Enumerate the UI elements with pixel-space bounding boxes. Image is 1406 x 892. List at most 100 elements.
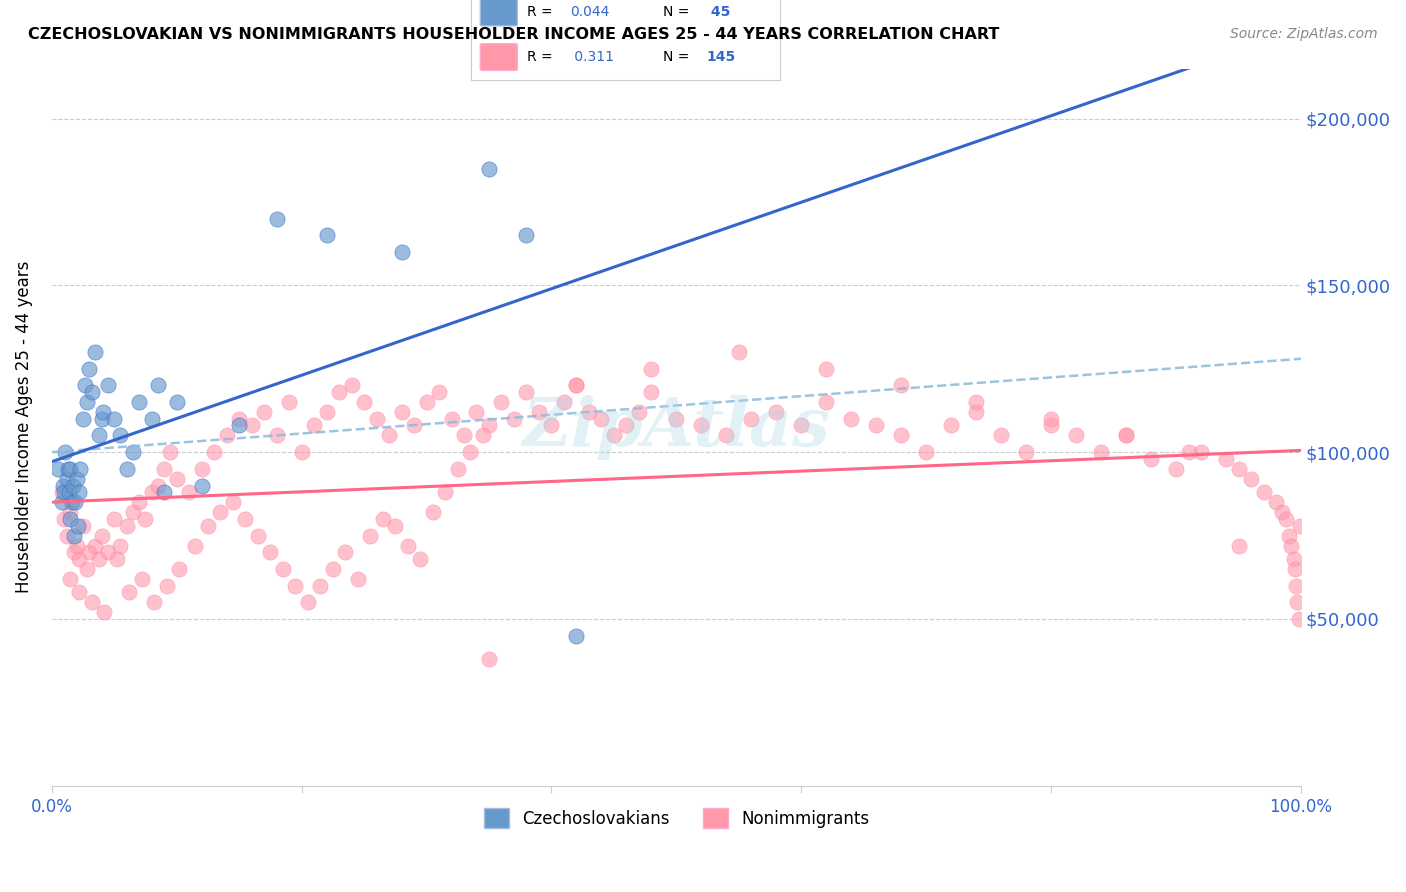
Point — [1275, 512, 1298, 526]
Point — [235, 512, 257, 526]
Point — [159, 445, 181, 459]
Point — [665, 412, 688, 426]
Point — [627, 405, 650, 419]
Point — [1265, 495, 1288, 509]
Point — [167, 562, 190, 576]
Point — [415, 395, 437, 409]
Text: CZECHOSLOVAKIAN VS NONIMMIGRANTS HOUSEHOLDER INCOME AGES 25 - 44 YEARS CORRELATI: CZECHOSLOVAKIAN VS NONIMMIGRANTS HOUSEHO… — [28, 27, 1000, 42]
Point — [63, 528, 86, 542]
Y-axis label: Householder Income Ages 25 - 44 years: Householder Income Ages 25 - 44 years — [15, 261, 32, 593]
Point — [271, 562, 294, 576]
Text: 0.311: 0.311 — [569, 50, 614, 64]
Point — [118, 585, 141, 599]
Point — [815, 395, 838, 409]
Text: Source: ZipAtlas.com: Source: ZipAtlas.com — [1230, 27, 1378, 41]
Point — [66, 518, 89, 533]
Point — [1277, 528, 1299, 542]
Point — [478, 418, 501, 433]
Point — [58, 485, 80, 500]
Point — [515, 228, 537, 243]
Point — [1115, 428, 1137, 442]
Point — [55, 528, 77, 542]
Point — [1286, 595, 1309, 609]
Point — [1279, 539, 1302, 553]
Point — [1285, 579, 1308, 593]
Point — [765, 405, 787, 419]
Point — [60, 495, 83, 509]
Point — [128, 495, 150, 509]
Point — [166, 395, 188, 409]
Point — [240, 418, 263, 433]
Point — [890, 378, 912, 392]
Point — [1282, 552, 1305, 566]
Point — [69, 462, 91, 476]
Point — [266, 211, 288, 226]
Point — [478, 161, 501, 176]
Point — [865, 418, 887, 433]
Point — [591, 412, 613, 426]
Point — [790, 418, 813, 433]
Point — [315, 228, 337, 243]
Point — [578, 405, 600, 419]
Point — [1177, 445, 1199, 459]
Point — [59, 462, 82, 476]
Point — [184, 539, 207, 553]
Point — [1140, 451, 1163, 466]
Point — [222, 495, 245, 509]
Point — [1040, 418, 1063, 433]
Point — [209, 505, 232, 519]
Point — [253, 405, 276, 419]
Text: N =: N = — [662, 5, 693, 20]
Point — [890, 428, 912, 442]
Point — [1240, 472, 1263, 486]
Point — [190, 462, 212, 476]
FancyBboxPatch shape — [481, 0, 517, 26]
Point — [391, 405, 413, 419]
Point — [131, 572, 153, 586]
FancyBboxPatch shape — [481, 44, 517, 70]
Point — [366, 412, 388, 426]
Point — [141, 412, 163, 426]
Point — [1271, 505, 1294, 519]
Point — [815, 361, 838, 376]
Point — [434, 485, 457, 500]
Point — [915, 445, 938, 459]
Point — [1288, 612, 1310, 626]
Point — [1227, 539, 1250, 553]
Point — [565, 629, 588, 643]
Point — [839, 412, 862, 426]
Point — [166, 472, 188, 486]
Point — [1164, 462, 1187, 476]
Point — [66, 539, 89, 553]
Point — [128, 395, 150, 409]
Point — [453, 428, 475, 442]
Point — [328, 385, 350, 400]
Point — [440, 412, 463, 426]
Point — [215, 428, 238, 442]
Point — [110, 539, 132, 553]
Point — [77, 361, 100, 376]
Point — [103, 412, 125, 426]
Point — [97, 545, 120, 559]
Point — [84, 539, 107, 553]
Point — [1040, 412, 1063, 426]
Point — [503, 412, 526, 426]
Text: 45: 45 — [706, 5, 731, 20]
Point — [491, 395, 513, 409]
Point — [65, 495, 87, 509]
Point — [115, 518, 138, 533]
Point — [53, 485, 76, 500]
Point — [1189, 445, 1212, 459]
Point — [640, 385, 662, 400]
Point — [527, 405, 550, 419]
Point — [353, 395, 375, 409]
Point — [67, 485, 90, 500]
Point — [153, 462, 176, 476]
Point — [309, 579, 332, 593]
Point — [465, 405, 488, 419]
Point — [335, 545, 357, 559]
Point — [727, 345, 749, 359]
Point — [1015, 445, 1038, 459]
Point — [146, 378, 169, 392]
Point — [1215, 451, 1237, 466]
